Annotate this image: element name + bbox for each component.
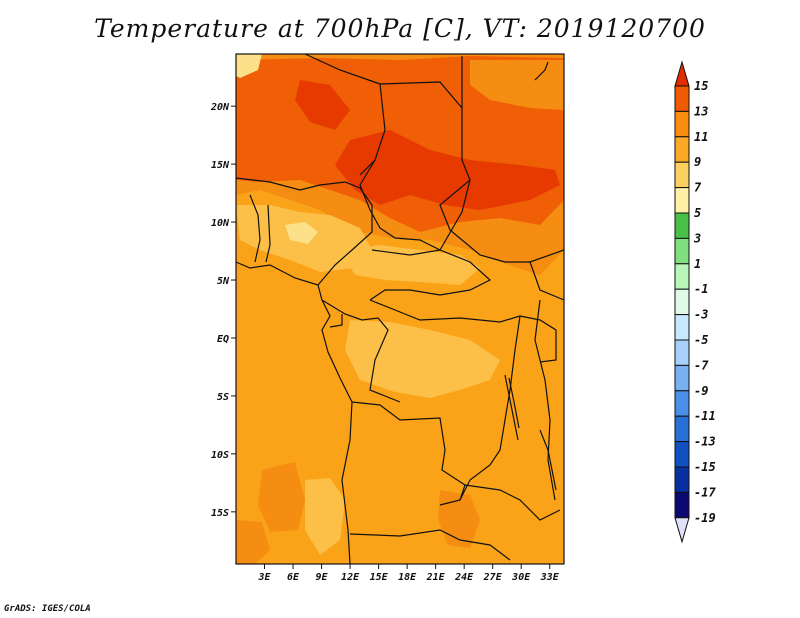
lat-tick-label: 10N: [211, 218, 230, 229]
colorbar-label: -7: [694, 358, 709, 372]
lon-tick-label: 27E: [483, 572, 503, 583]
border-ethiopia: [529, 261, 564, 301]
colorbar-box: [674, 187, 690, 214]
field-warm-zambia: [438, 490, 480, 548]
colorbar-box: [674, 441, 690, 468]
temperature-field: [236, 54, 564, 564]
lake-malawi: [539, 429, 557, 491]
field-coolest-nw: [236, 54, 262, 78]
lon-tick-label: 3E: [257, 572, 271, 583]
field-cool-central: [340, 245, 480, 285]
lat-axis: 20N 15N 10N 5N EQ 5S 10S 15S: [210, 102, 236, 519]
border-zambia: [464, 484, 561, 521]
colorbar-bottom-triangle: [674, 517, 690, 544]
chart-title: Temperature at 700hPa [C], VT: 201912070…: [94, 14, 706, 43]
grads-credit: GrADS: IGES/COLA: [4, 604, 91, 614]
field-coolest-west: [285, 222, 318, 244]
colorbar-label: 5: [694, 206, 701, 220]
field-warm-angola: [258, 462, 305, 532]
colorbar-label: 3: [693, 231, 701, 245]
colorbar-box: [674, 339, 690, 366]
colorbar-label: -5: [694, 333, 708, 347]
lat-tick-label: 15N: [211, 160, 230, 171]
colorbar-label: -9: [694, 384, 708, 398]
colorbar-label: -3: [694, 308, 708, 322]
colorbar-label: 1: [694, 257, 701, 271]
lon-tick-label: 24E: [454, 572, 474, 583]
coastline-west-africa: [236, 261, 353, 564]
colorbar-box: [674, 136, 690, 163]
colorbar-label: 9: [694, 155, 701, 169]
colorbar: 15 13 11 9 7 5 3 1 -1 -3 -5 -7 -9 -11 -13 -15 -17 -19: [674, 60, 716, 544]
lon-tick-label: 9E: [316, 572, 329, 583]
border-west-2: [265, 204, 271, 263]
lon-tick-label: 30E: [511, 572, 531, 583]
lat-tick-label: 5N: [217, 276, 230, 287]
field-warm-ne: [470, 60, 564, 110]
border-car: [369, 249, 492, 301]
border-sahara-2: [379, 56, 463, 110]
field-warm-southwest: [236, 520, 270, 564]
colorbar-box: [674, 263, 690, 290]
colorbar-box: [674, 491, 690, 519]
lat-tick-label: 20N: [210, 102, 230, 113]
lon-axis: 3E 6E 9E 12E 15E 18E 21E 24E 27E 30E 33E: [257, 564, 560, 583]
lake-tanganyika: [504, 374, 520, 441]
field-hot-niger: [295, 80, 350, 130]
border-east-africa: [534, 299, 556, 501]
map-frame: [235, 53, 565, 565]
border-angola-south: [349, 529, 511, 561]
field-hot-sahel: [335, 130, 560, 210]
lat-tick-label: EQ: [217, 334, 229, 345]
colorbar-box: [674, 415, 690, 443]
colorbar-label: 13: [694, 104, 708, 118]
colorbar-top-triangle: [674, 60, 690, 87]
colorbar-label: -15: [694, 460, 716, 474]
colorbar-box: [674, 212, 690, 239]
colorbar-box: [674, 390, 690, 417]
colorbar-label: -19: [694, 511, 716, 525]
lat-tick-label: 15S: [211, 508, 229, 519]
colorbar-label: -1: [694, 282, 708, 296]
lon-tick-label: 21E: [426, 572, 446, 583]
border-uganda: [519, 315, 557, 363]
colorbar-box: [674, 110, 690, 138]
border-gabon: [329, 314, 343, 328]
border-cameroon: [321, 299, 401, 403]
lon-tick-label: 15E: [370, 572, 389, 583]
colorbar-box: [674, 288, 690, 316]
border-congo-drc: [369, 299, 521, 323]
colorbar-box: [674, 161, 690, 189]
lat-tick-label: 5S: [217, 392, 229, 403]
colorbar-box: [674, 364, 690, 392]
colorbar-label: -11: [694, 409, 716, 423]
lon-tick-label: 6E: [287, 572, 300, 583]
red-sea-coast: [534, 61, 549, 81]
border-sudan: [439, 108, 564, 263]
colorbar-label: 7: [694, 181, 702, 195]
border-angola: [351, 401, 466, 501]
border-west-1: [249, 194, 261, 263]
colorbar-label: 15: [694, 79, 708, 93]
lon-tick-label: 18E: [398, 572, 417, 583]
border-drc-east: [439, 315, 521, 506]
colorbar-box: [674, 237, 690, 265]
lon-tick-label: 33E: [540, 572, 560, 583]
colorbar-box: [674, 466, 690, 493]
border-nigeria: [236, 177, 373, 286]
colorbar-label: -17: [694, 485, 716, 499]
colorbar-label: -13: [694, 435, 716, 449]
colorbar-label: 11: [694, 130, 708, 144]
country-boundaries: [236, 54, 564, 564]
lon-tick-label: 12E: [341, 572, 360, 583]
lat-tick-label: 10S: [211, 450, 229, 461]
border-sahara-1: [304, 54, 386, 176]
field-cool-south: [305, 478, 345, 555]
colorbar-box: [674, 314, 690, 341]
colorbar-box: [674, 85, 690, 112]
